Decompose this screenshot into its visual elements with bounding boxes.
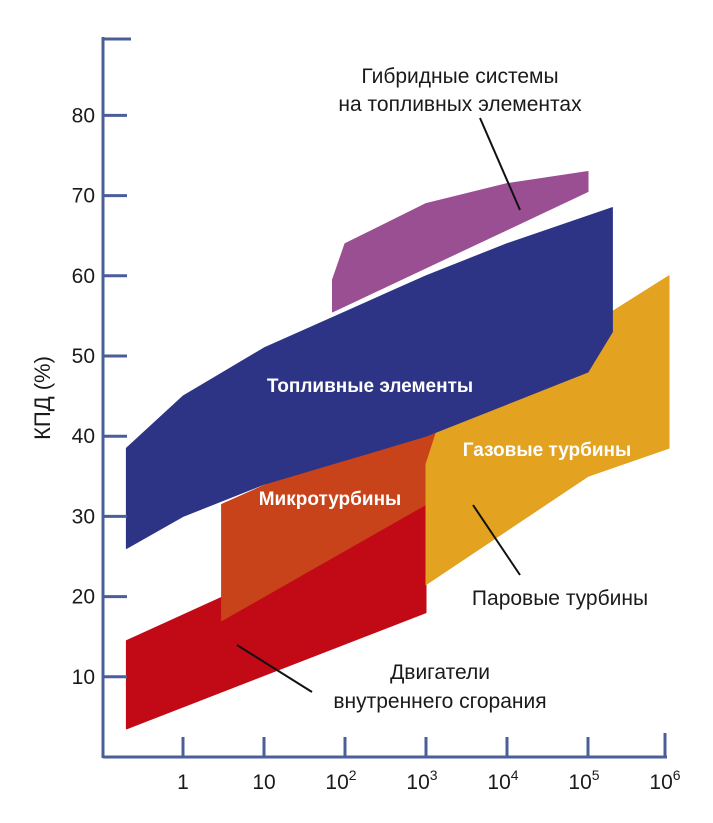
- y-tick-label: 70: [72, 185, 95, 208]
- x-tick-label: 103: [406, 767, 437, 794]
- callout-ice-line1: Двигатели: [390, 661, 490, 684]
- inside-labels: Топливные элементы Газовые турбины Микро…: [259, 376, 632, 510]
- leader-steam-turbines: [472, 504, 521, 576]
- x-tick-label: 106: [649, 767, 680, 794]
- x-tick-label: 1: [177, 771, 189, 794]
- x-tick-label: 102: [325, 767, 356, 794]
- callout-hybrid-line1: Гибридные системы: [361, 65, 558, 88]
- callout-steam-turbines: Паровые турбины: [472, 587, 648, 610]
- callout-ice-line2: внутреннего сгорания: [333, 690, 546, 713]
- y-tick-label: 20: [72, 586, 95, 609]
- y-ticks: 10 20 30 40 50 60 70 80: [72, 104, 127, 689]
- y-tick-label: 80: [72, 104, 95, 127]
- y-tick-label: 50: [72, 345, 95, 368]
- leader-hybrid: [479, 117, 521, 211]
- region-hybrid: [332, 171, 589, 313]
- x-ticks: 1 10 102 103 104 105 106: [177, 737, 681, 794]
- label-gas-turbines: Газовые турбины: [463, 440, 631, 461]
- y-tick-label: 40: [72, 425, 95, 448]
- axes: [101, 37, 667, 759]
- y-axis-title: КПД (%): [30, 356, 55, 440]
- y-tick-label: 60: [72, 265, 95, 288]
- x-tick-label: 10: [252, 771, 275, 794]
- leader-ice: [236, 644, 313, 693]
- regions-layer: [125, 171, 670, 730]
- leader-lines: [236, 117, 521, 693]
- callouts: Гибридные системы на топливных элементах…: [333, 65, 648, 713]
- callout-hybrid-line2: на топливных элементах: [338, 93, 582, 116]
- label-microturbines: Микротурбины: [259, 489, 402, 510]
- y-tick-label: 30: [72, 505, 95, 528]
- y-tick-label: 10: [72, 666, 95, 689]
- x-tick-label: 105: [568, 767, 599, 794]
- region-fuel-cells: [125, 207, 613, 549]
- label-fuel-cells: Топливные элементы: [267, 376, 473, 397]
- x-tick-label: 104: [487, 767, 518, 794]
